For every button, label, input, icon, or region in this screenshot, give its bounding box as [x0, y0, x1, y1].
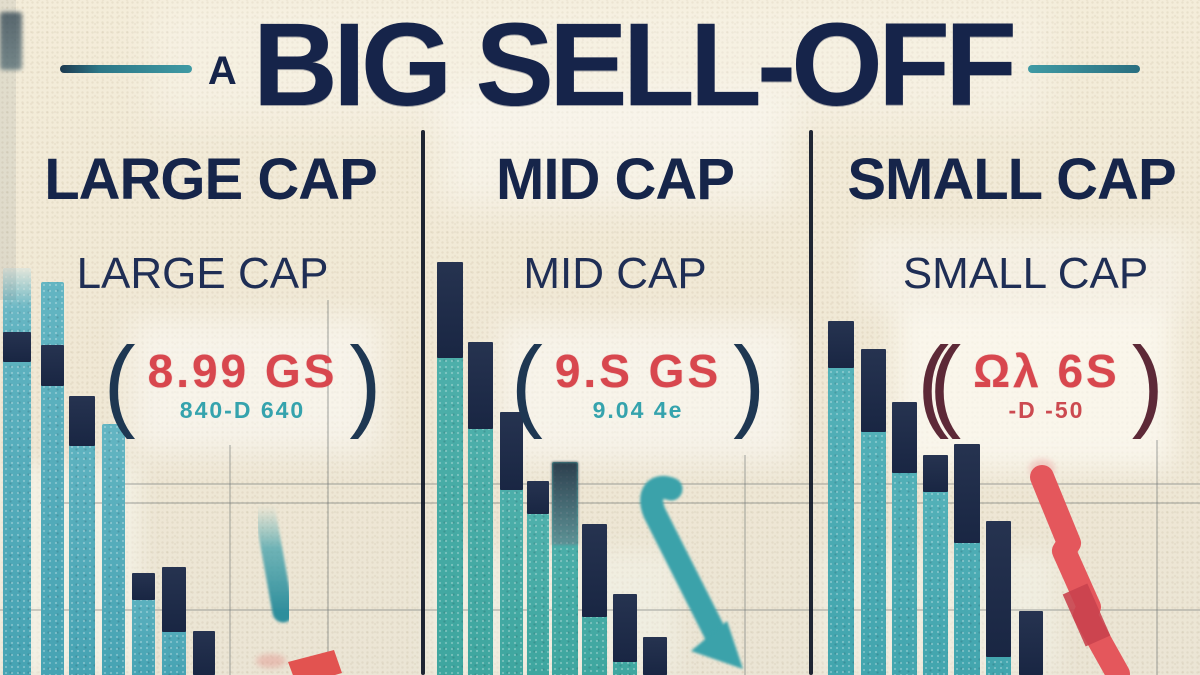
- bar: [643, 637, 667, 675]
- bar-navy-segment: [527, 481, 549, 514]
- bar: [861, 349, 886, 675]
- column-small-cap: SMALL CAP SMALL CAP ( ( Ωλ 6S -D -50 ): [809, 0, 1200, 675]
- bar: [132, 573, 155, 675]
- bar: [41, 282, 64, 675]
- bar-navy-segment: [69, 396, 95, 446]
- bar: [582, 524, 607, 675]
- red-arrow-fragment: [288, 650, 342, 675]
- bar-navy-segment: [828, 321, 854, 368]
- bar: [468, 342, 493, 675]
- bar-navy-segment: [923, 455, 948, 492]
- paren-close: ): [733, 326, 766, 441]
- bar-navy-segment: [552, 462, 578, 545]
- bar: [892, 402, 917, 675]
- title-prefix: A: [207, 48, 237, 93]
- bar: [923, 455, 948, 675]
- edge-shade: [0, 0, 16, 300]
- bar: [193, 631, 215, 675]
- gridline-vertical: [744, 455, 746, 675]
- teal-trend-arrow: [640, 475, 729, 649]
- badge-sub-value: 9.04 4e: [592, 396, 684, 423]
- badge-main-value: Ωλ 6S: [973, 344, 1120, 397]
- bar-navy-segment: [132, 573, 155, 600]
- badge-stack: Ωλ 6S -D -50: [967, 345, 1126, 424]
- paren-close: ): [349, 326, 382, 441]
- red-arrow-dark-overlay: [1062, 583, 1111, 647]
- red-smudge: [256, 654, 286, 668]
- badge-sub-value: 840-D 640: [179, 396, 306, 423]
- paren-close: ): [1131, 326, 1164, 441]
- bar-navy-segment: [1019, 611, 1043, 675]
- bar: [437, 262, 463, 675]
- bar: [162, 567, 186, 675]
- bar-navy-segment: [500, 412, 523, 490]
- mid-cap-loss-badge: ( 9.S GS 9.04 4e ): [511, 326, 766, 441]
- bar-fade-top: [3, 268, 31, 334]
- gridline-vertical: [229, 445, 231, 675]
- mid-cap-header-secondary: MID CAP: [523, 249, 707, 298]
- bar-navy-segment: [643, 637, 667, 675]
- paren-open: (: [510, 326, 543, 441]
- bar-navy-segment: [162, 567, 186, 632]
- paren-open: (: [103, 326, 136, 441]
- gridline-vertical: [1156, 440, 1158, 675]
- small-cap-loss-badge: ( ( Ωλ 6S -D -50 ): [917, 326, 1164, 441]
- title-dash-left: [59, 65, 192, 73]
- bar-navy-segment: [437, 262, 463, 358]
- large-cap-header-primary: LARGE CAP: [44, 147, 378, 212]
- bar-navy-segment: [468, 342, 493, 429]
- bar-navy-segment: [41, 345, 64, 386]
- large-cap-header-secondary: LARGE CAP: [76, 249, 329, 298]
- teal-trend-arrow: [253, 495, 294, 623]
- paren-open: (: [929, 326, 962, 441]
- gridline-horizontal: [40, 502, 1200, 504]
- teal-arrow-head: [691, 621, 743, 669]
- gridline-vertical: [327, 300, 329, 675]
- bar: [828, 321, 854, 675]
- bar: [3, 268, 31, 675]
- bar: [500, 412, 523, 675]
- bar: [613, 594, 637, 675]
- badge-sub-value: -D -50: [1008, 396, 1085, 423]
- bar: [1019, 611, 1043, 675]
- bar-navy-segment: [986, 521, 1011, 657]
- bar-navy-segment: [613, 594, 637, 662]
- corner-ink-mark: [0, 12, 22, 70]
- column-divider-right: [809, 130, 813, 675]
- bar: [102, 424, 125, 675]
- badge-main-value: 9.S GS: [554, 344, 722, 397]
- bar-navy-segment: [3, 332, 31, 362]
- column-mid-cap: MID CAP MID CAP ( 9.S GS 9.04 4e ): [421, 0, 809, 675]
- large-cap-loss-badge: ( 8.99 GS 840-D 640 ): [104, 326, 382, 441]
- paren-open-outer: (: [917, 326, 950, 441]
- badge-main-value: 8.99 GS: [147, 344, 338, 397]
- small-cap-header-secondary: SMALL CAP: [902, 249, 1149, 298]
- bar: [527, 481, 549, 675]
- column-divider-left: [421, 130, 425, 675]
- bar: [986, 521, 1011, 675]
- bar-navy-segment: [582, 524, 607, 617]
- badge-stack: 8.99 GS 840-D 640: [142, 345, 344, 424]
- bar-navy-segment: [892, 402, 917, 473]
- bar: [954, 444, 980, 675]
- bar: [552, 462, 578, 675]
- page-title: BIG SELL-OFF: [252, 0, 1017, 131]
- mid-cap-header-primary: MID CAP: [496, 147, 735, 212]
- badge-stack: 9.S GS 9.04 4e: [549, 345, 727, 424]
- small-cap-header-primary: SMALL CAP: [847, 147, 1176, 212]
- title-row: A BIG SELL-OFF: [0, 6, 1200, 124]
- column-large-cap: LARGE CAP LARGE CAP ( 8.99 GS 840-D 640 …: [0, 0, 421, 675]
- bar-navy-segment: [954, 444, 980, 543]
- bar: [69, 396, 95, 675]
- bar-navy-segment: [861, 349, 886, 432]
- title-dash-right: [1028, 65, 1141, 73]
- bar-navy-segment: [193, 631, 215, 675]
